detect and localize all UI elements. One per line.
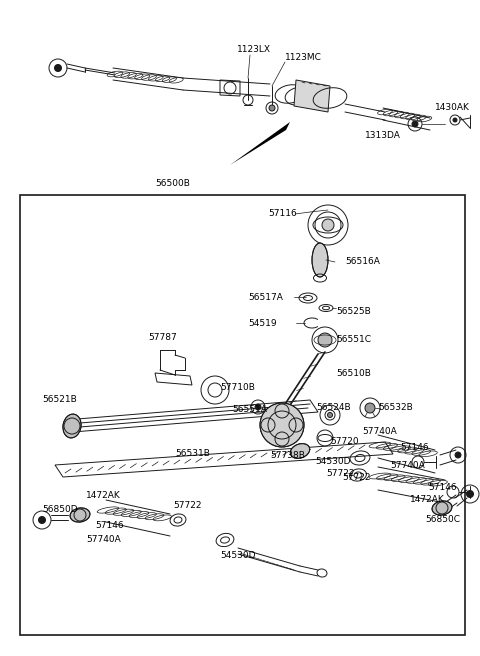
Text: 56500B: 56500B <box>155 178 190 188</box>
Text: 1472AK: 1472AK <box>410 495 445 504</box>
Text: 57738B: 57738B <box>270 451 305 459</box>
Text: 57722: 57722 <box>173 501 202 510</box>
Text: 56551A: 56551A <box>232 405 267 415</box>
Text: 1313DA: 1313DA <box>365 131 401 140</box>
Text: 57146: 57146 <box>428 483 456 493</box>
Circle shape <box>467 491 473 497</box>
Circle shape <box>269 105 275 111</box>
Text: 57740A: 57740A <box>86 535 121 544</box>
Text: 57740A: 57740A <box>362 428 397 436</box>
Text: 56521B: 56521B <box>42 396 77 405</box>
Bar <box>20 195 465 635</box>
Text: 1123MC: 1123MC <box>285 54 322 62</box>
Polygon shape <box>294 80 330 112</box>
Circle shape <box>55 64 61 72</box>
Circle shape <box>327 413 333 417</box>
Ellipse shape <box>63 414 81 438</box>
Text: 56524B: 56524B <box>316 403 350 411</box>
Text: 57720: 57720 <box>330 438 359 447</box>
Circle shape <box>365 403 375 413</box>
Text: 54519: 54519 <box>248 319 276 327</box>
Text: 56531B: 56531B <box>175 449 210 457</box>
Text: 1472AK: 1472AK <box>86 491 121 499</box>
Text: 57722: 57722 <box>326 468 355 478</box>
Circle shape <box>38 516 46 523</box>
Ellipse shape <box>432 501 452 515</box>
Ellipse shape <box>312 243 328 277</box>
Circle shape <box>453 118 457 122</box>
Circle shape <box>255 404 261 410</box>
Text: 54530D: 54530D <box>220 550 255 560</box>
Text: 56516A: 56516A <box>345 258 380 266</box>
Ellipse shape <box>290 443 310 459</box>
Text: 57146: 57146 <box>400 443 429 453</box>
Text: 57146: 57146 <box>95 520 124 529</box>
Text: 56517A: 56517A <box>248 293 283 302</box>
Text: 56532B: 56532B <box>378 403 413 411</box>
Text: 57722: 57722 <box>342 474 371 483</box>
Text: 57740A: 57740A <box>390 461 425 470</box>
Text: 56510B: 56510B <box>336 369 371 377</box>
Polygon shape <box>230 122 290 165</box>
Circle shape <box>260 403 304 447</box>
Text: 56850D: 56850D <box>42 506 78 514</box>
Text: 1430AK: 1430AK <box>435 104 470 112</box>
Text: 57787: 57787 <box>148 333 177 342</box>
Circle shape <box>412 121 418 127</box>
Text: 1123LX: 1123LX <box>237 45 271 54</box>
Text: 57710B: 57710B <box>220 384 255 392</box>
Text: 56850C: 56850C <box>425 516 460 525</box>
Text: 57116: 57116 <box>268 209 297 218</box>
Text: 56551C: 56551C <box>336 335 371 344</box>
Circle shape <box>455 452 461 458</box>
Circle shape <box>318 333 332 347</box>
Ellipse shape <box>70 508 90 522</box>
Text: 56525B: 56525B <box>336 306 371 316</box>
Text: 54530D: 54530D <box>315 457 350 466</box>
Circle shape <box>322 219 334 231</box>
